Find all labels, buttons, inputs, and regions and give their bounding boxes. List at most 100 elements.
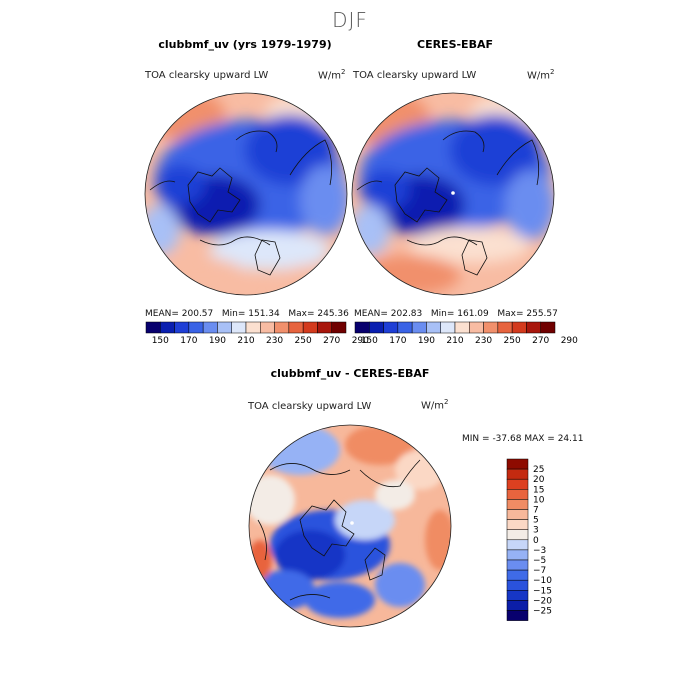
diff-colorbar-swatch [506, 539, 529, 551]
right-colorbar-swatch [426, 321, 441, 334]
right-colorbar-swatch [397, 321, 413, 334]
left-colorbar-swatch [245, 321, 261, 334]
diff-stats: MIN = -37.68 MAX = 24.11 [462, 434, 584, 444]
left-min-value: 151.34 [248, 309, 280, 319]
left-colorbar-swatch [274, 321, 290, 334]
diff-map-pole-marker [350, 521, 354, 525]
left-colorbar-swatch [288, 321, 304, 334]
right-max-value: 255.57 [526, 309, 558, 319]
diff-map [249, 425, 451, 627]
diff-colorbar-swatch [506, 610, 529, 621]
diff-colorbar-tick-label: 5 [533, 516, 539, 526]
right-map-pole-marker [451, 191, 455, 195]
left-colorbar-tick-label: 170 [180, 336, 197, 346]
right-mean-value: 202.83 [390, 309, 423, 319]
diff-colorbar-tick-label: 10 [533, 495, 545, 505]
diff-max-value: 24.11 [557, 434, 584, 444]
left-colorbar-swatch [231, 321, 247, 334]
left-panel-title: clubbmf_uv (yrs 1979-1979) [158, 38, 332, 51]
right-colorbar: 150 170 190 210 230 250 270 290 [354, 321, 578, 346]
right-colorbar-swatch [454, 321, 470, 334]
right-stats: MEAN= 202.83 Min= 161.09 Max= 255.57 [354, 309, 558, 319]
diff-colorbar-swatch [506, 579, 529, 591]
right-colorbar-tick-label: 190 [418, 336, 435, 346]
right-colorbar-swatch [483, 321, 499, 334]
diff-colorbar-tick-label: 15 [533, 485, 544, 495]
right-colorbar-tick-label: 210 [446, 336, 463, 346]
right-colorbar-tick-label: 290 [561, 336, 578, 346]
left-colorbar-tick-label: 230 [266, 336, 283, 346]
right-colorbar-swatch [354, 321, 370, 334]
diff-colorbar-tick-label: −25 [533, 607, 552, 617]
right-colorbar-tick-label: 150 [361, 336, 378, 346]
diff-colorbar-tick-label: 7 [533, 506, 539, 516]
diff-colorbar-swatch [506, 509, 529, 520]
diff-colorbar-tick-label: −20 [533, 596, 552, 606]
left-colorbar-swatch [160, 321, 175, 334]
right-min-value: 161.09 [457, 309, 489, 319]
left-colorbar: 150 170 190 210 230 250 270 290 [145, 321, 369, 346]
right-colorbar-swatch [383, 321, 399, 334]
left-map [145, 93, 347, 295]
diff-colorbar-swatch [506, 478, 529, 490]
left-max-value: 245.36 [317, 309, 349, 319]
diff-units-label: W/m2 [421, 398, 449, 412]
diff-colorbar-swatch [506, 559, 529, 571]
diff-colorbar-swatch [506, 549, 529, 561]
diff-panel-title: clubbmf_uv - CERES-EBAF [270, 367, 430, 380]
right-colorbar-swatch [511, 321, 527, 334]
diff-colorbar-swatch [506, 458, 529, 470]
left-colorbar-tick-label: 210 [237, 336, 254, 346]
diff-colorbar-swatch [506, 600, 529, 611]
left-map-coastlines [149, 130, 333, 276]
diff-colorbar-tick-label: 3 [533, 526, 539, 536]
left-colorbar-tick-label: 270 [323, 336, 340, 346]
season-title: DJF [332, 8, 368, 32]
left-colorbar-swatch [188, 321, 204, 334]
left-variable-label: TOA clearsky upward LW [145, 70, 269, 81]
diff-colorbar-tick-label: −7 [533, 566, 546, 576]
left-colorbar-swatch [331, 321, 347, 334]
left-colorbar-swatch [174, 321, 190, 334]
left-units-label: W/m2 [318, 68, 346, 82]
right-colorbar-swatch [411, 321, 427, 334]
left-colorbar-tick-label: 290 [352, 336, 369, 346]
left-colorbar-tick-label: 190 [209, 336, 226, 346]
diff-colorbar-tick-label: 25 [533, 465, 544, 475]
right-colorbar-swatch [497, 321, 513, 334]
diff-colorbar-swatch [506, 489, 529, 500]
left-colorbar-swatch [260, 321, 275, 334]
right-colorbar-swatch [469, 321, 484, 334]
diff-colorbar-swatch [506, 529, 529, 541]
right-colorbar-tick-label: 230 [475, 336, 492, 346]
right-variable-label: TOA clearsky upward LW [353, 70, 477, 81]
left-colorbar-tick-label: 150 [152, 336, 169, 346]
right-map-coastlines [356, 130, 540, 276]
right-colorbar-swatch [540, 321, 556, 334]
diff-colorbar-tick-label: −5 [533, 556, 546, 566]
diff-colorbar-tick-label: 0 [533, 536, 539, 546]
left-colorbar-swatch [317, 321, 332, 334]
right-map-border [351, 92, 555, 296]
diff-variable-label: TOA clearsky upward LW [248, 401, 372, 412]
right-colorbar-swatch [369, 321, 384, 334]
right-colorbar-swatch [526, 321, 541, 334]
left-mean-value: 200.57 [181, 309, 214, 319]
left-colorbar-swatch [145, 321, 161, 334]
diff-colorbar-tick-label: −10 [533, 576, 552, 586]
diff-colorbar-tick-label: 20 [533, 475, 545, 485]
diff-map-coastlines [257, 459, 421, 601]
right-colorbar-tick-label: 170 [389, 336, 406, 346]
right-map [352, 93, 554, 295]
diff-colorbar-swatch [506, 468, 529, 480]
left-colorbar-swatch [202, 321, 218, 334]
right-units-label: W/m2 [527, 68, 555, 82]
diff-colorbar-swatch [506, 569, 529, 581]
right-colorbar-tick-label: 250 [504, 336, 521, 346]
left-stats: MEAN= 200.57 Min= 151.34 Max= 245.36 [145, 309, 349, 319]
left-colorbar-tick-label: 250 [295, 336, 312, 346]
diff-colorbar-tick-label: −15 [533, 586, 552, 596]
diff-min-value: -37.68 [492, 434, 522, 444]
diff-colorbar-swatch [506, 499, 529, 510]
